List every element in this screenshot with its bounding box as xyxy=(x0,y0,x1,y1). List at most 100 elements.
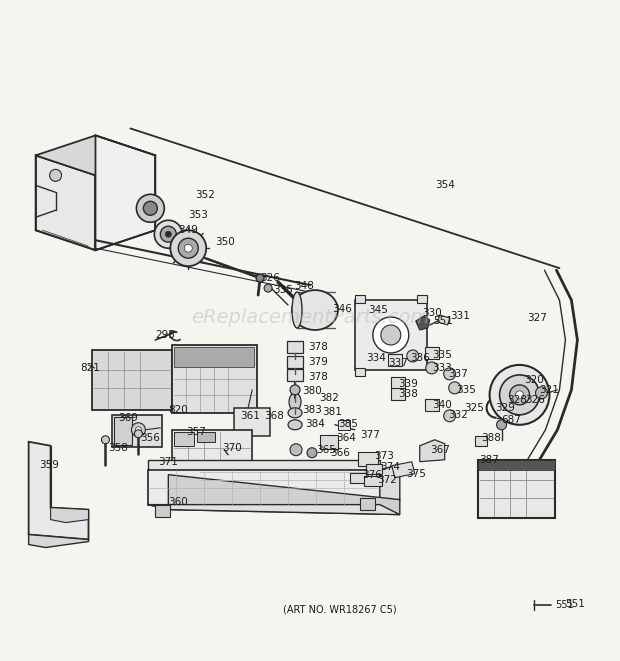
Circle shape xyxy=(381,325,401,345)
Circle shape xyxy=(500,375,539,415)
Text: 387: 387 xyxy=(480,455,500,465)
Bar xyxy=(388,354,402,366)
Circle shape xyxy=(161,226,176,242)
Polygon shape xyxy=(148,459,380,470)
Circle shape xyxy=(50,169,61,181)
Polygon shape xyxy=(148,504,400,514)
Text: 383: 383 xyxy=(302,405,322,415)
Text: 364: 364 xyxy=(336,433,356,443)
Circle shape xyxy=(102,436,110,444)
Text: 335: 335 xyxy=(273,285,293,295)
Polygon shape xyxy=(29,535,89,547)
Bar xyxy=(287,356,303,368)
Bar xyxy=(364,476,382,486)
Text: 334: 334 xyxy=(366,353,386,363)
Text: 350: 350 xyxy=(215,237,235,247)
Text: 321: 321 xyxy=(539,385,559,395)
Text: 328: 328 xyxy=(508,395,528,405)
Text: 551: 551 xyxy=(433,316,453,326)
Text: 370: 370 xyxy=(222,443,242,453)
Text: 384: 384 xyxy=(305,419,325,429)
Polygon shape xyxy=(392,461,415,478)
Text: 375: 375 xyxy=(405,469,426,479)
Text: 821: 821 xyxy=(81,363,100,373)
Circle shape xyxy=(264,284,272,292)
Bar xyxy=(355,295,365,303)
Text: (ART NO. WR18267 C5): (ART NO. WR18267 C5) xyxy=(283,604,397,614)
Text: 356: 356 xyxy=(140,433,160,443)
Text: 368: 368 xyxy=(264,410,284,421)
Ellipse shape xyxy=(288,420,302,430)
Ellipse shape xyxy=(292,290,338,330)
Circle shape xyxy=(131,423,145,437)
Bar xyxy=(174,347,254,367)
Circle shape xyxy=(135,430,143,438)
Polygon shape xyxy=(29,442,89,539)
Text: 359: 359 xyxy=(40,459,60,470)
Bar xyxy=(172,430,252,482)
Bar xyxy=(475,436,487,446)
Circle shape xyxy=(256,274,264,282)
Text: 357: 357 xyxy=(186,427,206,437)
Bar xyxy=(391,388,405,400)
Polygon shape xyxy=(420,440,445,461)
Text: eReplacementParts.com: eReplacementParts.com xyxy=(191,308,429,327)
Text: 551: 551 xyxy=(565,600,585,609)
Polygon shape xyxy=(168,475,400,514)
Circle shape xyxy=(516,391,523,399)
Polygon shape xyxy=(148,470,168,510)
Bar xyxy=(287,341,303,353)
Text: 295: 295 xyxy=(156,330,175,340)
Bar xyxy=(477,459,556,470)
Text: 345: 345 xyxy=(368,305,388,315)
Text: 337: 337 xyxy=(448,369,467,379)
Text: 346: 346 xyxy=(332,304,352,314)
Circle shape xyxy=(426,362,438,374)
Bar xyxy=(520,408,533,418)
Circle shape xyxy=(536,387,547,399)
Text: 335: 335 xyxy=(456,385,476,395)
Text: 378: 378 xyxy=(308,342,328,352)
Polygon shape xyxy=(380,465,400,504)
Text: 820: 820 xyxy=(168,405,188,415)
Bar xyxy=(360,498,375,510)
Bar xyxy=(425,347,439,359)
Bar xyxy=(425,399,439,411)
Circle shape xyxy=(444,368,456,380)
Bar xyxy=(366,464,382,474)
Circle shape xyxy=(184,244,192,253)
Text: 369: 369 xyxy=(118,413,138,423)
Polygon shape xyxy=(148,470,380,504)
Circle shape xyxy=(449,382,461,394)
Bar xyxy=(477,459,556,518)
Bar xyxy=(358,451,378,466)
Text: 348: 348 xyxy=(294,281,314,291)
Text: 687: 687 xyxy=(502,415,521,425)
Polygon shape xyxy=(51,508,89,523)
Circle shape xyxy=(407,350,419,362)
Bar xyxy=(172,345,257,413)
Bar xyxy=(320,435,338,449)
Circle shape xyxy=(444,410,456,422)
Text: 378: 378 xyxy=(308,372,328,382)
Text: 339: 339 xyxy=(398,379,418,389)
Ellipse shape xyxy=(292,292,302,328)
Circle shape xyxy=(143,202,157,215)
Polygon shape xyxy=(416,316,430,330)
Circle shape xyxy=(179,238,198,258)
Text: 551: 551 xyxy=(556,600,574,610)
Circle shape xyxy=(290,444,302,455)
Text: 380: 380 xyxy=(302,386,322,396)
Text: 327: 327 xyxy=(528,313,547,323)
Circle shape xyxy=(490,365,549,425)
Circle shape xyxy=(290,385,300,395)
Text: 353: 353 xyxy=(188,210,208,220)
Text: 337: 337 xyxy=(388,358,408,368)
Text: 335: 335 xyxy=(432,350,451,360)
Bar xyxy=(115,417,133,445)
Bar xyxy=(156,504,171,517)
Text: 373: 373 xyxy=(374,451,394,461)
Text: 371: 371 xyxy=(158,457,178,467)
Circle shape xyxy=(135,427,141,433)
Polygon shape xyxy=(35,136,156,175)
